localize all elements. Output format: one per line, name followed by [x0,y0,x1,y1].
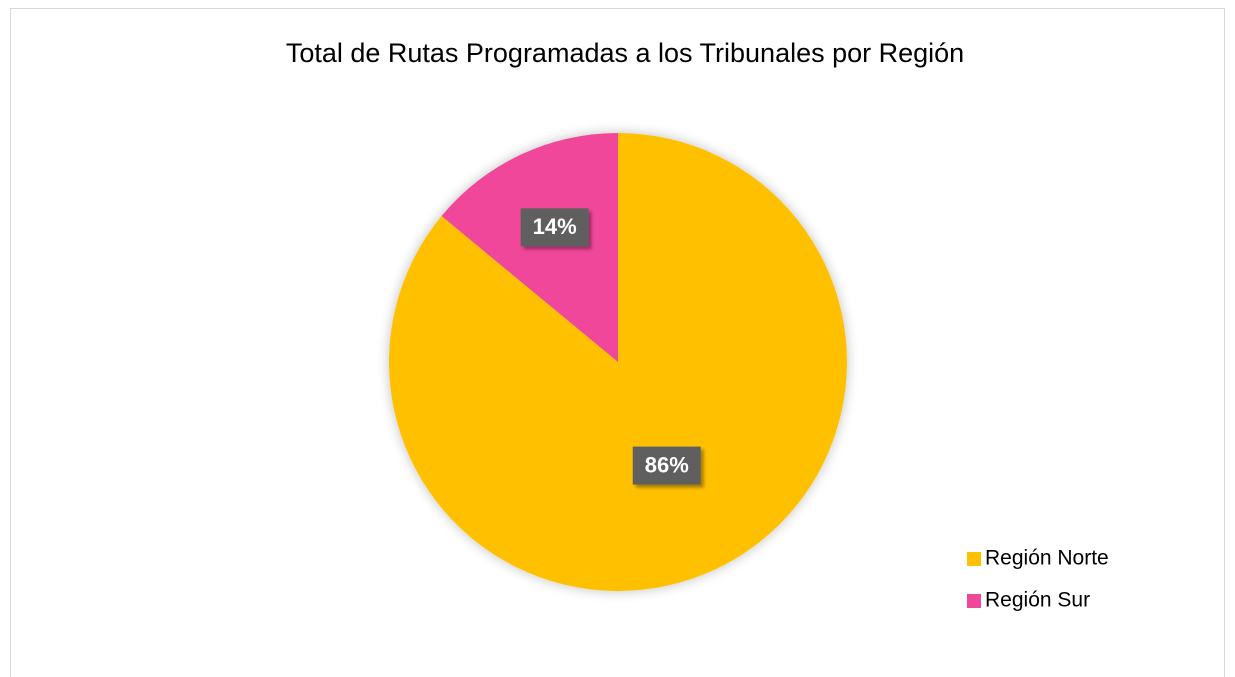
data-label-box [520,208,589,247]
chart-border [10,8,1225,677]
legend-swatch [967,594,981,608]
data-label: 14% [533,214,577,239]
legend-swatch [967,552,981,566]
data-label: 86% [645,452,689,477]
legend-label: Región Norte [985,547,1109,570]
legend-label: Región Sur [985,589,1090,612]
pie-slice [441,133,618,362]
chart-title: Total de Rutas Programadas a los Tribuna… [286,38,964,68]
data-label-box [632,446,701,485]
pie [388,133,848,591]
